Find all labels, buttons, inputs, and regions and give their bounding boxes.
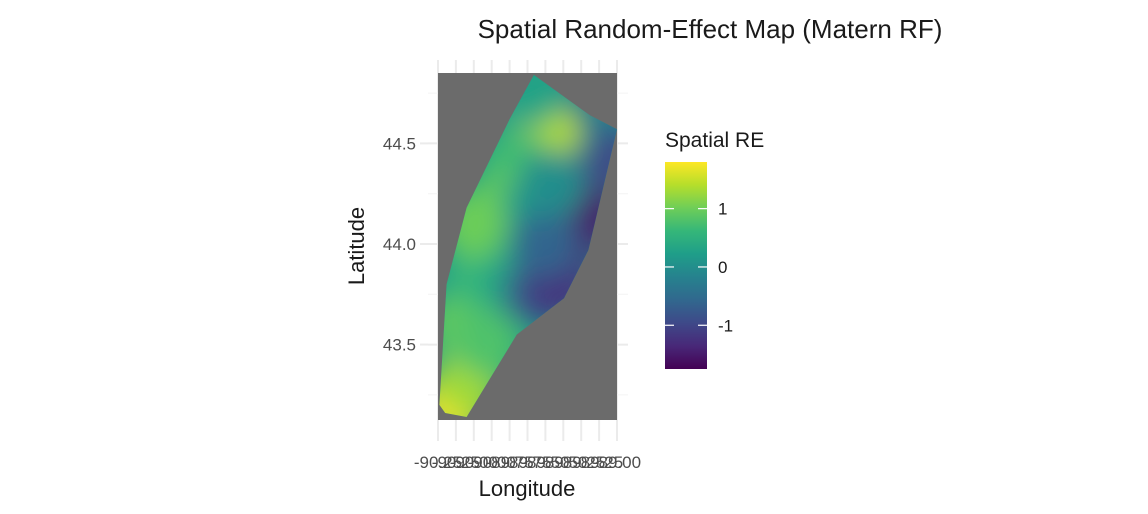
x-tick-label: -89.50 — [521, 453, 569, 472]
legend: Spatial RE 1 0 -1 — [665, 129, 764, 369]
x-tick-label-overlap: -89.75 — [503, 453, 551, 472]
x-tick-label: -89.25 — [557, 453, 605, 472]
x-tick-label-overlap: -89.25 — [575, 453, 623, 472]
field-point — [511, 209, 580, 278]
x-tick-label: -89.75 — [485, 453, 533, 472]
y-tick-label: 44.0 — [383, 235, 416, 254]
x-tick-label: -90.25 — [414, 453, 462, 472]
legend-tick-label: 0 — [718, 258, 727, 277]
y-axis-label: Latitude — [344, 207, 369, 285]
legend-colorbar — [665, 162, 707, 369]
x-tick-label-overlap: -90.00 — [468, 453, 516, 472]
x-tick-label: -90.00 — [450, 453, 498, 472]
chart-title: Spatial Random-Effect Map (Matern RF) — [478, 14, 943, 44]
x-tick-label: -89.00 — [593, 453, 641, 472]
y-axis: 43.5 44.0 44.5 — [383, 134, 428, 355]
x-axis-label: Longitude — [479, 476, 576, 501]
legend-title: Spatial RE — [665, 129, 764, 152]
legend-ticks: 1 0 -1 — [665, 200, 733, 335]
legend-tick-label: -1 — [718, 316, 733, 335]
y-tick-label: 43.5 — [383, 336, 416, 355]
legend-tick-label: 1 — [718, 200, 727, 219]
x-axis: -90.25-90.00-89.75-89.50-89.25-89.00-90.… — [414, 432, 641, 472]
y-tick-label: 44.5 — [383, 134, 416, 153]
x-tick-label-overlap: -89.50 — [539, 453, 587, 472]
x-tick-label-overlap: -90.25 — [432, 453, 480, 472]
field-point — [518, 149, 587, 218]
